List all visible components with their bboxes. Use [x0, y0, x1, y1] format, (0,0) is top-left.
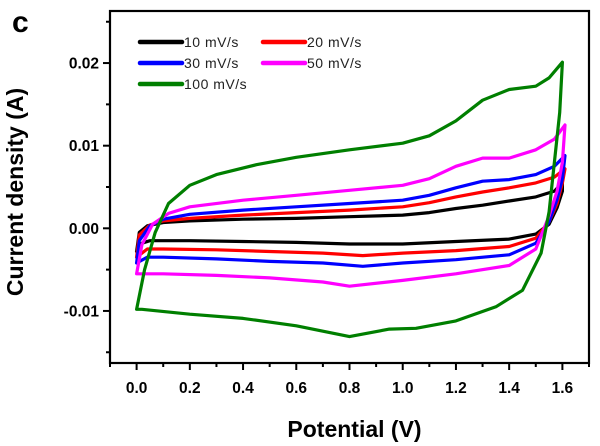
- y-tick-label: 0.01: [69, 138, 100, 155]
- panel-label: c: [12, 6, 29, 39]
- series-line-50-mv-s: [135, 123, 567, 288]
- legend-item: 50 mV/s: [260, 55, 362, 71]
- legend-label: 20 mV/s: [307, 34, 362, 50]
- legend-label: 30 mV/s: [184, 55, 239, 71]
- series-line-100-mv-s: [135, 60, 564, 339]
- series-line-30-mv-s: [135, 154, 567, 268]
- x-tick-label: 1.6: [552, 380, 574, 397]
- x-axis-title: Potential (V): [287, 416, 421, 442]
- legend: 10 mV/s 20 mV/s 30 mV/s 50 mV/s 100 mV/s: [137, 34, 362, 92]
- y-axis: 0.02 0.01 0.00 -0.01: [64, 20, 110, 354]
- legend-item: 20 mV/s: [260, 34, 362, 50]
- x-tick-label: 1.2: [445, 380, 467, 397]
- x-tick-label: 0.2: [179, 380, 201, 397]
- series-layer: [135, 60, 567, 339]
- legend-label: 10 mV/s: [184, 34, 239, 50]
- legend-item: 10 mV/s: [137, 34, 239, 50]
- x-tick-label: 0.6: [285, 380, 307, 397]
- x-tick-label: 0.0: [126, 380, 148, 397]
- y-tick-label: -0.01: [64, 303, 100, 320]
- legend-item: 100 mV/s: [137, 76, 247, 92]
- y-axis-title: Current density (A): [2, 88, 28, 296]
- y-tick-label: 0.00: [69, 221, 99, 238]
- x-axis: 0.0 0.2 0.4 0.6 0.8 1.0 1.2 1.4 1.6: [109, 363, 590, 397]
- x-tick-label: 1.0: [392, 380, 414, 397]
- x-tick-label: 0.4: [232, 380, 254, 397]
- y-tick-label: 0.02: [69, 56, 99, 73]
- x-tick-label: 1.4: [498, 380, 520, 397]
- legend-item: 30 mV/s: [137, 55, 239, 71]
- legend-label: 100 mV/s: [184, 76, 247, 92]
- x-tick-label: 0.8: [339, 380, 361, 397]
- legend-label: 50 mV/s: [307, 55, 362, 71]
